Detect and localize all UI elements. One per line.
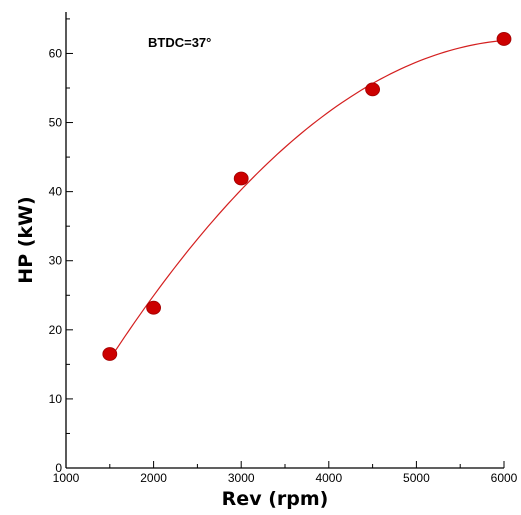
data-point bbox=[496, 32, 512, 46]
x-tick-label: 2000 bbox=[140, 471, 167, 485]
trendline bbox=[109, 39, 505, 360]
x-tick-label: 1000 bbox=[53, 471, 80, 485]
y-tick-label: 10 bbox=[49, 392, 63, 406]
data-point bbox=[233, 171, 249, 186]
trendline-group bbox=[109, 39, 505, 360]
axes bbox=[65, 12, 504, 469]
data-points bbox=[102, 32, 512, 361]
y-tick-label: 40 bbox=[49, 185, 63, 199]
data-point bbox=[146, 300, 162, 315]
x-tick-label: 6000 bbox=[491, 471, 518, 485]
y-tick-label: 50 bbox=[49, 116, 63, 130]
x-tick-label: 4000 bbox=[315, 471, 342, 485]
data-point bbox=[102, 347, 118, 361]
y-tick-label: 20 bbox=[49, 323, 63, 337]
annotation-btdc: BTDC=37° bbox=[148, 35, 211, 50]
x-axis-title: Rev (rpm) bbox=[222, 488, 329, 510]
ticks: 1000 2000 3000 4000 5000 6000 0 10 20 30 40 50 60 bbox=[49, 18, 518, 485]
x-tick-label: 3000 bbox=[228, 471, 255, 485]
y-tick-label: 60 bbox=[49, 46, 63, 60]
y-tick-label: 0 bbox=[55, 461, 62, 475]
x-tick-label: 5000 bbox=[403, 471, 430, 485]
y-axis-title: HP (kW) bbox=[15, 196, 37, 283]
y-tick-label: 30 bbox=[49, 254, 63, 268]
data-point bbox=[365, 82, 381, 97]
